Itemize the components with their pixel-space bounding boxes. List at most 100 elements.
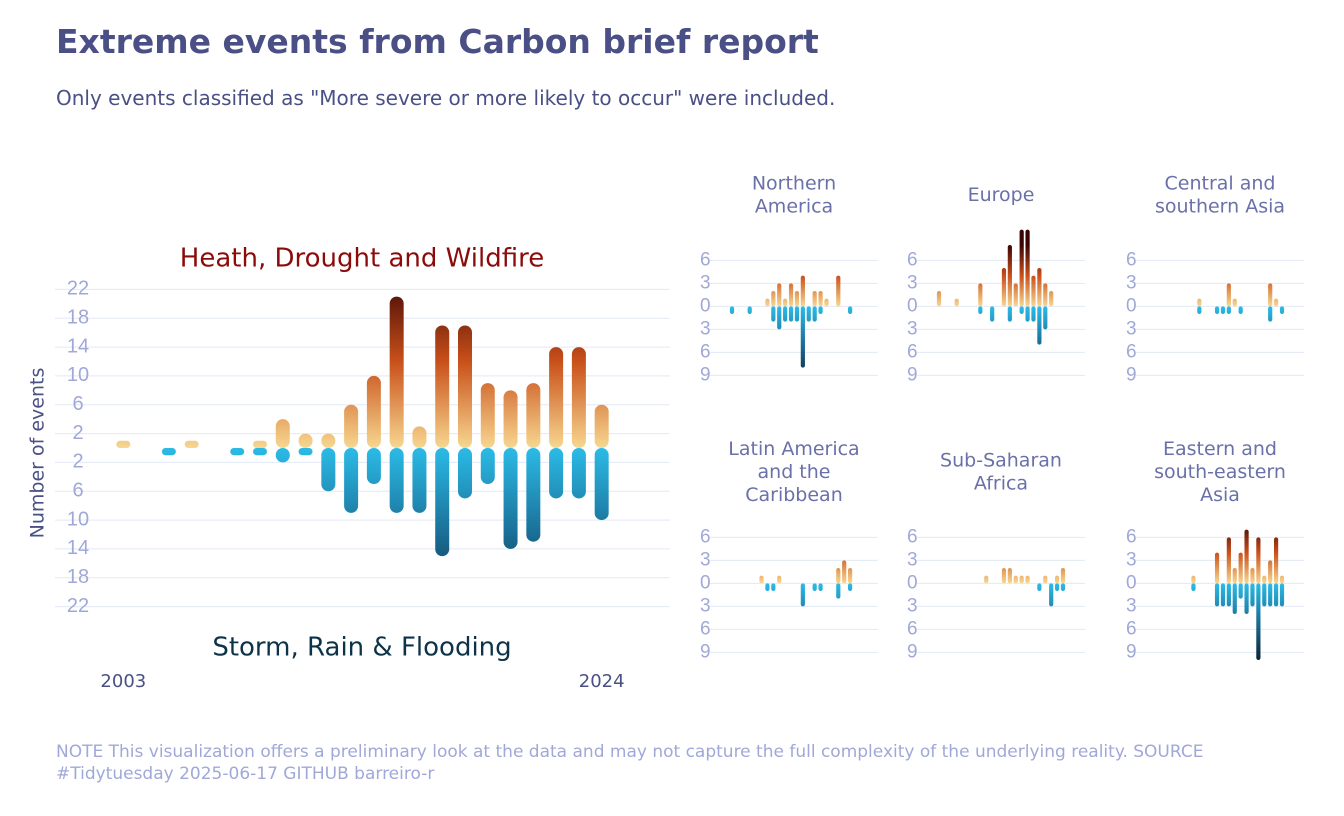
storm-bar <box>847 306 853 314</box>
heat-bar <box>344 404 359 448</box>
panel-title: Eastern and south-eastern Asia <box>1154 438 1286 506</box>
storm-bar <box>298 448 313 456</box>
storm-bar <box>230 448 245 456</box>
storm-bar <box>800 583 805 607</box>
storm-bar <box>1214 583 1220 607</box>
heat-bar <box>1226 537 1231 584</box>
heat-bar <box>321 433 336 448</box>
y-tick-label: 9 <box>907 641 918 662</box>
y-tick-label: 3 <box>907 549 918 570</box>
heat-bar <box>1025 229 1030 307</box>
storm-bar <box>1220 306 1226 314</box>
heat-bar <box>412 426 427 448</box>
series-label: Storm, Rain & Flooding <box>212 633 511 663</box>
heat-bar <box>1001 268 1007 307</box>
heat-bar <box>978 283 983 307</box>
storm-bar <box>1019 306 1024 314</box>
y-tick-label: 3 <box>1126 595 1137 616</box>
y-tick-label: 9 <box>907 364 918 385</box>
storm-bar <box>594 448 609 521</box>
storm-bar <box>818 306 823 314</box>
y-axis-label: Number of events <box>27 368 49 539</box>
heat-bar <box>389 296 404 448</box>
panel-title-line: Caribbean <box>745 484 843 506</box>
storm-bar <box>800 306 805 368</box>
heat-bar <box>1043 283 1048 307</box>
heat-bar <box>842 560 847 584</box>
heat-bar <box>1001 568 1007 584</box>
y-tick-label: 10 <box>67 364 89 386</box>
y-tick-label: 6 <box>700 618 711 639</box>
storm-bar <box>1049 583 1054 607</box>
storm-bar <box>1279 583 1285 607</box>
heat-bar <box>1019 575 1024 584</box>
subtitle: Only events classified as "More severe o… <box>56 86 836 110</box>
title: Extreme events from Carbon brief report <box>56 22 819 61</box>
storm-bar <box>1256 583 1261 660</box>
heat-bar <box>1273 537 1279 584</box>
storm-bar <box>458 448 472 499</box>
y-tick-label: 18 <box>67 566 89 588</box>
heat-bar <box>298 433 313 448</box>
panel-title-line: southern Asia <box>1155 195 1285 217</box>
heat-bar <box>1250 568 1255 584</box>
heat-bar <box>824 298 829 307</box>
heat-bar <box>1244 529 1249 584</box>
y-tick-label: 22 <box>67 278 89 300</box>
storm-bar <box>812 583 817 591</box>
storm-bar <box>1232 583 1237 614</box>
panel-title-line: Sub-Saharan <box>940 449 1062 471</box>
y-tick-label: 6 <box>72 393 83 415</box>
panel-title-line: Northern <box>752 172 836 194</box>
storm-bar <box>1279 306 1285 314</box>
y-tick-label: 6 <box>1126 618 1137 639</box>
y-tick-label: 6 <box>700 249 711 270</box>
y-tick-label: 6 <box>907 341 918 362</box>
storm-bar <box>777 306 782 330</box>
heat-bar <box>1268 560 1273 584</box>
heat-bar <box>936 291 942 307</box>
storm-bar <box>818 583 823 591</box>
heat-bar <box>984 575 989 584</box>
panel-title: Sub-Saharan Africa <box>940 449 1062 494</box>
storm-bar <box>1268 583 1273 607</box>
y-tick-label: 0 <box>1126 572 1137 593</box>
storm-bar <box>275 448 290 463</box>
y-tick-label: 6 <box>700 526 711 547</box>
panel-title-line: Africa <box>974 472 1028 494</box>
panel-title: Central and southern Asia <box>1155 172 1285 217</box>
storm-bar <box>836 583 841 599</box>
heat-bar <box>836 568 841 584</box>
heat-bar <box>253 440 267 448</box>
y-tick-label: 2 <box>72 422 83 444</box>
heat-bar <box>1214 552 1220 584</box>
storm-bar <box>1262 583 1267 607</box>
storm-bar <box>1037 306 1042 345</box>
y-tick-label: 3 <box>907 318 918 339</box>
heat-bar <box>1256 537 1261 584</box>
panel-title-line: Central and <box>1165 172 1276 194</box>
y-tick-label: 0 <box>1126 295 1137 316</box>
y-tick-label: 0 <box>907 295 918 316</box>
storm-bar <box>747 306 752 314</box>
storm-bar <box>1268 306 1273 322</box>
storm-bar <box>812 306 817 322</box>
storm-bar <box>1214 306 1220 314</box>
heat-bar <box>435 325 450 448</box>
heat-bar <box>503 390 518 448</box>
heat-bar <box>480 383 495 448</box>
note: NOTE This visualization offers a prelimi… <box>56 742 1204 784</box>
y-tick-label: 22 <box>67 595 89 617</box>
panel-title-line: Latin America <box>728 438 859 460</box>
storm-bar <box>1025 306 1030 322</box>
storm-bar <box>366 448 381 485</box>
x-tick-label: 2024 <box>579 671 625 692</box>
storm-bar <box>1191 583 1196 591</box>
heat-bar <box>116 440 131 448</box>
heat-bar <box>1262 575 1267 584</box>
heat-bar <box>1054 575 1060 584</box>
storm-bar <box>503 448 518 549</box>
y-tick-label: 0 <box>700 295 711 316</box>
y-tick-label: 3 <box>700 549 711 570</box>
